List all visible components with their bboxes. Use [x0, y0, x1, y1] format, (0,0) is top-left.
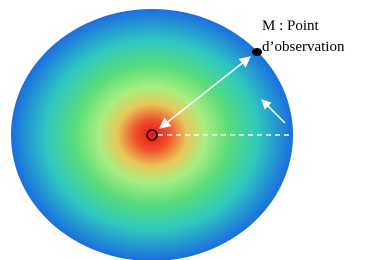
observation-point: [252, 48, 262, 56]
diagram: M : Point d’observation: [0, 0, 382, 260]
label-line1: M : Point: [262, 18, 320, 34]
label-line2: d’observation: [262, 39, 345, 55]
